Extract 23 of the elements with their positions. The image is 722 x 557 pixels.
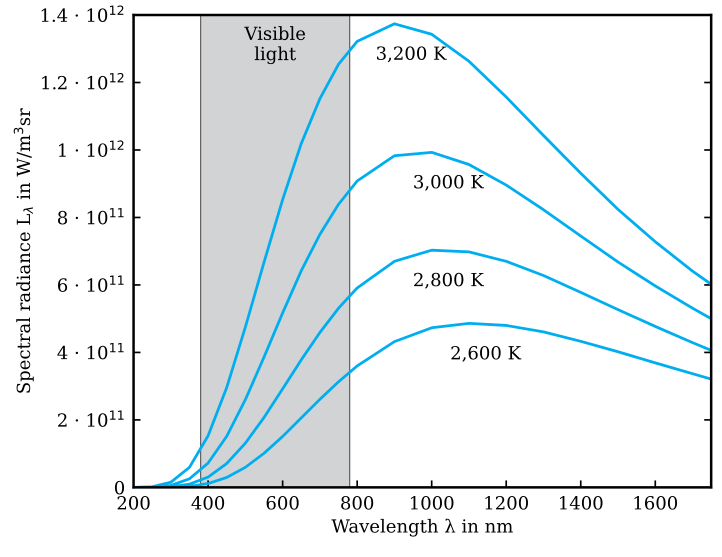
y-tick-label: 4 · 10$^{11}$ xyxy=(57,343,124,360)
x-tick-label: 1600 xyxy=(634,496,678,510)
y-tick-label: 1 · 10$^{12}$ xyxy=(59,140,124,157)
y-tick-label: 0 xyxy=(114,480,124,494)
series-label: 3,200 K xyxy=(377,46,447,62)
y-tick-label: 8 · 10$^{11}$ xyxy=(58,208,124,224)
band-label: Visible light xyxy=(244,26,306,64)
y-axis-title: Spectral radiance L$_{λ}$ in W/m$^{3}$sr xyxy=(14,108,34,393)
y-tick-label: 1.4 · 10$^{12}$ xyxy=(42,5,124,22)
y-tick-label: 1.2 · 10$^{12}$ xyxy=(42,72,124,90)
x-tick-label: 1400 xyxy=(560,496,603,510)
x-tick-label: 1200 xyxy=(485,496,528,510)
series-label: 2,800 K xyxy=(414,272,484,289)
x-axis-title: Wavelength λ in nm xyxy=(331,518,513,537)
y-tick-label: 6 · 10$^{11}$ xyxy=(58,276,124,292)
x-tick-label: 600 xyxy=(266,496,299,510)
y-tick-label: 2 · 10$^{11}$ xyxy=(58,410,124,427)
series-label: 2,600 K xyxy=(451,346,522,362)
series-label: 3,000 K xyxy=(414,174,484,191)
x-tick-label: 200 xyxy=(118,496,150,510)
x-tick-label: 1000 xyxy=(410,496,454,510)
x-tick-label: 800 xyxy=(341,496,374,510)
x-tick-label: 400 xyxy=(191,496,224,510)
